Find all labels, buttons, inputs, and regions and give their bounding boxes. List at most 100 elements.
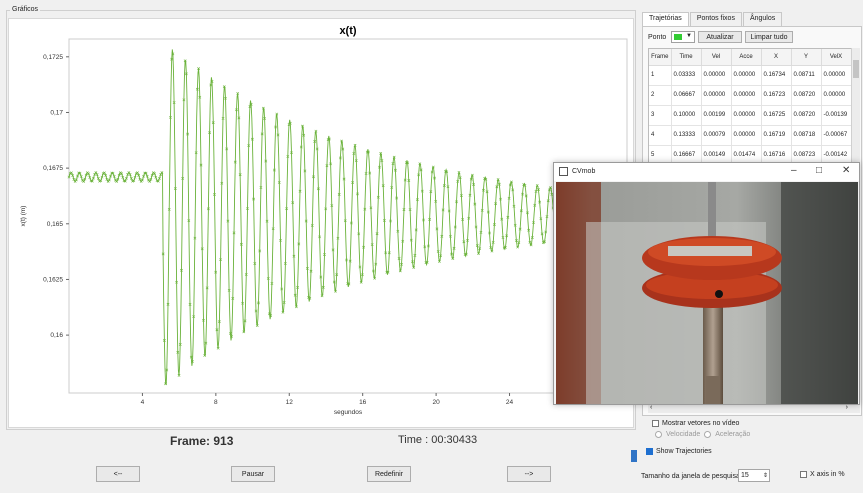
table-cell[interactable]: 0.00000 [701,85,732,106]
column-header[interactable]: Time [671,49,702,66]
table-cell[interactable]: 0.03333 [671,65,702,86]
data-point [242,330,246,334]
data-point [390,186,394,189]
table-cell[interactable]: 0.10000 [671,105,702,126]
data-point [485,190,489,194]
x-axis-percent-checkbox[interactable] [800,471,807,478]
table-cell[interactable]: 4 [649,125,672,146]
table-cell[interactable]: 0.08720 [791,105,822,126]
table-horizontal-scrollbar[interactable]: ‹ › [648,404,860,413]
table-cell[interactable]: 0.16719 [761,125,792,146]
data-point [515,239,518,242]
table-cell[interactable]: 0.16723 [761,85,792,106]
table-cell[interactable]: 0.06667 [671,85,702,106]
reset-button[interactable]: Redefinir [367,466,411,482]
data-point [482,188,485,192]
data-point [211,121,215,125]
column-header[interactable]: Y [791,49,822,66]
table-row[interactable]: 1 0.03333 0.00000 0.00000 0.16734 0.0871… [649,65,852,86]
table-cell[interactable]: 1 [649,65,672,86]
data-point [323,253,326,256]
data-point [442,184,446,187]
update-button[interactable]: Atualizar [698,31,742,43]
next-frame-button[interactable]: --> [507,466,551,482]
table-row[interactable]: 3 0.10000 0.00199 0.00000 0.16725 0.0872… [649,105,852,126]
column-header[interactable]: Frame [649,49,672,66]
table-cell[interactable]: 0.08718 [791,125,822,146]
table-cell[interactable]: 0.16734 [761,65,792,86]
show-vectors-option[interactable]: Mostrar vetores no vídeo [652,420,739,427]
video-window-titlebar[interactable]: CVmob – □ ✕ [554,163,859,181]
data-point [95,173,99,176]
data-point [227,288,231,292]
table-cell[interactable]: 0.00199 [701,105,732,126]
column-header[interactable]: Acce [731,49,762,66]
table-cell[interactable]: 0.00000 [821,65,852,86]
show-trajectories-option[interactable]: Show Trajectories [646,448,712,455]
column-header[interactable]: VelX [821,49,852,66]
tab-trajectories[interactable]: Trajetórias [642,12,689,26]
table-cell[interactable]: 2 [649,85,672,106]
pause-button[interactable]: Pausar [231,466,275,482]
table-cell[interactable]: 0.13333 [671,125,702,146]
column-header[interactable]: Vel [701,49,732,66]
plot-area[interactable]: x(t) 0,16 0,1625 0,165 0,1675 0,17 0,1725 4 8 12 1… [8,18,634,428]
table-cell[interactable]: -0.00067 [821,125,852,146]
point-color-picker[interactable]: ▼ [671,31,695,43]
data-point [290,151,293,155]
tab-fixed-points[interactable]: Pontos fixos [689,12,742,26]
acceleration-label: Aceleração [715,431,751,438]
table-row[interactable]: 5 0.16667 0.00149 0.01474 0.16716 0.0872… [649,145,852,166]
spin-arrows-icon[interactable]: ⇕ [762,473,768,479]
scrollbar-thumb[interactable] [853,60,859,78]
data-point [379,152,383,155]
data-point [426,244,430,248]
minimize-icon[interactable]: – [791,165,797,176]
acceleration-radio[interactable] [704,431,712,438]
xt-chart[interactable]: x(t) 0,16 0,1625 0,165 0,1675 0,17 0,1725 4 8 12 1… [9,19,633,427]
close-icon[interactable]: ✕ [842,165,851,176]
data-point [321,285,325,289]
show-trajectories-checkbox[interactable] [646,448,653,455]
data-point [462,240,466,244]
y-axis-label: x(t) (m) [20,206,27,227]
chevron-left-icon[interactable]: ‹ [650,404,653,411]
column-header[interactable]: X [761,49,792,66]
table-cell[interactable]: 0.00079 [701,125,732,146]
dropdown-arrow-icon: ▼ [686,33,692,39]
data-point [342,177,346,181]
table-cell[interactable]: 0.16725 [761,105,792,126]
video-window[interactable]: CVmob – □ ✕ [553,162,860,405]
data-point [184,72,188,76]
maximize-icon[interactable]: □ [816,165,823,176]
data-point [257,301,260,305]
table-row[interactable]: 4 0.13333 0.00079 0.00000 0.16719 0.0871… [649,125,852,146]
data-point [529,243,533,247]
table-cell[interactable]: 0.00000 [731,105,762,126]
x-axis-percent-option[interactable]: X axis in % [800,471,845,478]
table-cell[interactable]: 0.00000 [731,65,762,86]
data-point [441,208,445,212]
previous-frame-button[interactable]: <-- [96,466,140,482]
table-cell[interactable]: 0.08720 [791,85,822,106]
table-cell[interactable]: 0.00000 [731,85,762,106]
clear-all-button[interactable]: Limpar tudo [745,31,793,43]
video-frame[interactable] [556,182,858,404]
search-window-spinbox[interactable]: 15 ⇕ [738,469,770,482]
show-vectors-checkbox[interactable] [652,420,659,427]
data-point [450,252,454,256]
table-cell[interactable]: 0.00000 [821,85,852,106]
table-row[interactable]: 2 0.06667 0.00000 0.00000 0.16723 0.0872… [649,85,852,106]
table-cell[interactable]: 0.08711 [791,65,822,86]
table-cell[interactable]: -0.00139 [821,105,852,126]
tab-angles[interactable]: Ângulos [742,12,783,26]
chevron-right-icon[interactable]: › [845,404,848,411]
data-point [183,59,187,63]
table-cell[interactable]: 3 [649,105,672,126]
data-point [126,172,130,176]
data-point [217,320,221,324]
table-cell[interactable]: 0.00000 [701,65,732,86]
data-point [446,185,450,189]
velocity-radio[interactable] [655,431,662,438]
table-cell[interactable]: 0.00000 [731,125,762,146]
